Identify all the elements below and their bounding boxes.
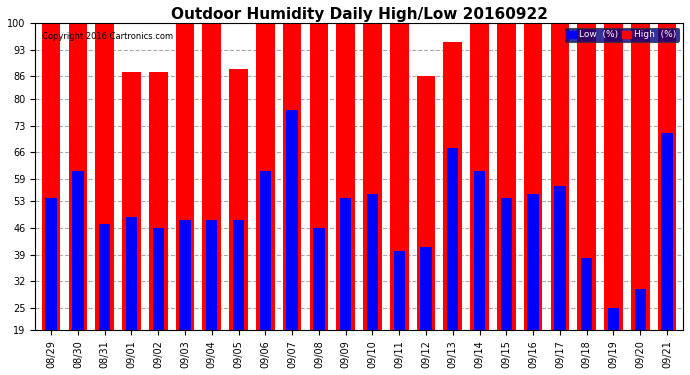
Bar <box>313 228 324 375</box>
Bar <box>604 23 623 375</box>
Bar <box>41 23 61 375</box>
Bar <box>393 251 405 375</box>
Bar <box>420 247 432 375</box>
Bar <box>501 198 512 375</box>
Bar <box>340 198 351 375</box>
Legend: Low  (%), High  (%): Low (%), High (%) <box>564 28 678 42</box>
Bar <box>310 23 328 375</box>
Bar <box>336 23 355 375</box>
Bar <box>578 23 596 375</box>
Bar <box>470 23 489 375</box>
Bar <box>662 133 673 375</box>
Bar <box>179 220 190 375</box>
Bar <box>444 42 462 375</box>
Bar <box>95 23 114 375</box>
Bar <box>176 23 195 375</box>
Bar <box>497 23 515 375</box>
Bar <box>658 23 676 375</box>
Bar <box>126 217 137 375</box>
Bar <box>68 23 87 375</box>
Bar <box>390 23 408 375</box>
Bar <box>447 148 458 375</box>
Bar <box>631 23 649 375</box>
Bar <box>286 110 297 375</box>
Bar <box>363 23 382 375</box>
Bar <box>229 69 248 375</box>
Bar <box>233 220 244 375</box>
Bar <box>122 72 141 375</box>
Bar <box>202 23 221 375</box>
Bar <box>259 171 271 375</box>
Bar <box>283 23 302 375</box>
Bar <box>581 258 592 375</box>
Bar <box>474 171 485 375</box>
Bar <box>635 289 646 375</box>
Title: Outdoor Humidity Daily High/Low 20160922: Outdoor Humidity Daily High/Low 20160922 <box>170 7 548 22</box>
Bar <box>367 194 378 375</box>
Bar <box>417 76 435 375</box>
Bar <box>551 23 569 375</box>
Bar <box>256 23 275 375</box>
Bar <box>524 23 542 375</box>
Bar <box>554 186 566 375</box>
Bar <box>608 308 619 375</box>
Bar <box>46 198 57 375</box>
Text: Copyright 2016 Cartronics.com: Copyright 2016 Cartronics.com <box>41 32 172 41</box>
Bar <box>527 194 539 375</box>
Bar <box>206 220 217 375</box>
Bar <box>72 171 83 375</box>
Bar <box>149 72 168 375</box>
Bar <box>99 224 110 375</box>
Bar <box>152 228 164 375</box>
